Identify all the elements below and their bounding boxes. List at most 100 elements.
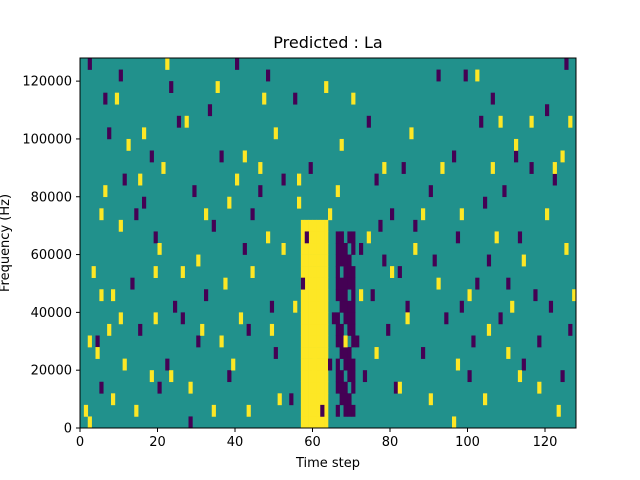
heatmap-cell-low (300, 277, 306, 290)
heatmap-cell-high (440, 162, 445, 174)
heatmap-cell-low (351, 300, 356, 313)
heatmap-cell-low (304, 231, 309, 244)
heatmap-cell-low (560, 370, 565, 383)
heatmap-cell-high (188, 381, 193, 394)
heatmap-cell-low (552, 173, 557, 186)
band-low-cell (335, 243, 340, 255)
heatmap-cell-low (157, 381, 162, 394)
heatmap-cell-low (250, 208, 255, 221)
band-high-cell (308, 243, 313, 255)
band-low-cell (343, 266, 348, 278)
band-high-cell (308, 347, 313, 359)
band-high-cell (316, 231, 321, 244)
band-high-cell (324, 254, 329, 267)
band-high-cell (324, 393, 329, 406)
band-low-cell (335, 381, 340, 394)
heatmap-cell-low (335, 254, 340, 267)
heatmap-cell-high (238, 312, 244, 325)
heatmap-cell-high (83, 404, 89, 417)
band-low-cell (347, 358, 352, 371)
heatmap-cell-low (452, 150, 457, 163)
x-tick-label: 100 (455, 435, 480, 450)
band-low-cell (343, 243, 348, 255)
heatmap-cell-high (545, 208, 550, 221)
heatmap-cell-high (103, 185, 108, 198)
band-high-cell (316, 370, 321, 383)
heatmap-cell-high (486, 323, 492, 336)
band-high-cell (324, 416, 329, 429)
band-high-cell (304, 335, 309, 348)
band-low-cell (347, 404, 352, 417)
band-high-cell (300, 347, 306, 359)
band-high-cell (304, 393, 309, 406)
heatmap-cell-low (118, 69, 123, 82)
band-high-cell (312, 381, 317, 394)
heatmap-cell-high (122, 358, 127, 371)
heatmap-cell-high (514, 138, 519, 151)
band-low-cell (343, 347, 348, 359)
band-high-cell (324, 358, 329, 371)
band-low-cell (339, 300, 344, 313)
band-low-cell (351, 243, 356, 255)
heatmap-cell-high (494, 231, 499, 244)
band-high-cell (304, 289, 309, 302)
y-tick-label: 20000 (31, 364, 72, 379)
band-high-cell (312, 254, 317, 267)
band-high-cell (316, 323, 321, 336)
band-high-cell (308, 300, 313, 313)
heatmap-cell-high (413, 243, 418, 255)
heatmap-cell-low (568, 323, 573, 336)
plot-frame (79, 57, 577, 429)
heatmap-cell-high (180, 266, 185, 278)
band-high-cell (304, 416, 309, 429)
heatmap-cell-low (293, 92, 298, 105)
heatmap-cell-high (118, 312, 123, 325)
heatmap-cell-high (510, 300, 515, 313)
band-high-cell (312, 312, 317, 325)
band-high-cell (304, 347, 309, 359)
heatmap-cell-high (87, 335, 92, 348)
heatmap-cell-high (277, 393, 282, 406)
heatmap-cell-high (421, 208, 426, 221)
heatmap-cell-high (231, 358, 236, 371)
heatmap-cell-low (219, 150, 224, 163)
heatmap-cell-low (370, 289, 375, 302)
band-low-cell (347, 370, 352, 383)
heatmap-cell-low (490, 92, 495, 105)
band-high-cell (312, 277, 317, 290)
band-low-cell (339, 289, 344, 302)
heatmap-cell-low (235, 58, 240, 70)
heatmap-cell-high (339, 138, 344, 151)
heatmap-cell-low (428, 185, 433, 198)
band-low-cell (343, 254, 348, 267)
heatmap-cell-low (359, 243, 364, 255)
heatmap-cell-high (153, 266, 158, 278)
heatmap-cell-low (393, 381, 399, 394)
band-high-cell (320, 266, 325, 278)
heatmap-cell-low (173, 300, 178, 313)
heatmap-cell-high (351, 92, 356, 105)
band-high-cell (308, 404, 313, 417)
heatmap-cell-low (378, 219, 383, 232)
band-high-cell (316, 358, 321, 371)
band-high-cell (308, 289, 313, 302)
heatmap-cell-low (149, 150, 154, 163)
band-high-cell (304, 266, 309, 278)
band-high-cell (324, 404, 329, 417)
heatmap-cell-high (560, 150, 565, 163)
band-high-cell (300, 254, 306, 267)
heatmap-cell-high (521, 254, 526, 267)
heatmap-cell-low (366, 115, 371, 128)
x-axis-label: Time step (295, 456, 360, 471)
band-high-cell (312, 289, 317, 302)
band-low-cell (343, 358, 348, 371)
heatmap-cell-high (312, 358, 317, 371)
band-high-cell (312, 404, 317, 417)
heatmap-cell-low (227, 370, 232, 383)
band-high-cell (320, 347, 325, 359)
heatmap-cell-low (459, 300, 464, 313)
heatmap-cell-high (405, 312, 410, 325)
band-high-cell (304, 323, 309, 336)
x-tick-label: 120 (533, 435, 558, 450)
band-high-cell (300, 300, 306, 313)
